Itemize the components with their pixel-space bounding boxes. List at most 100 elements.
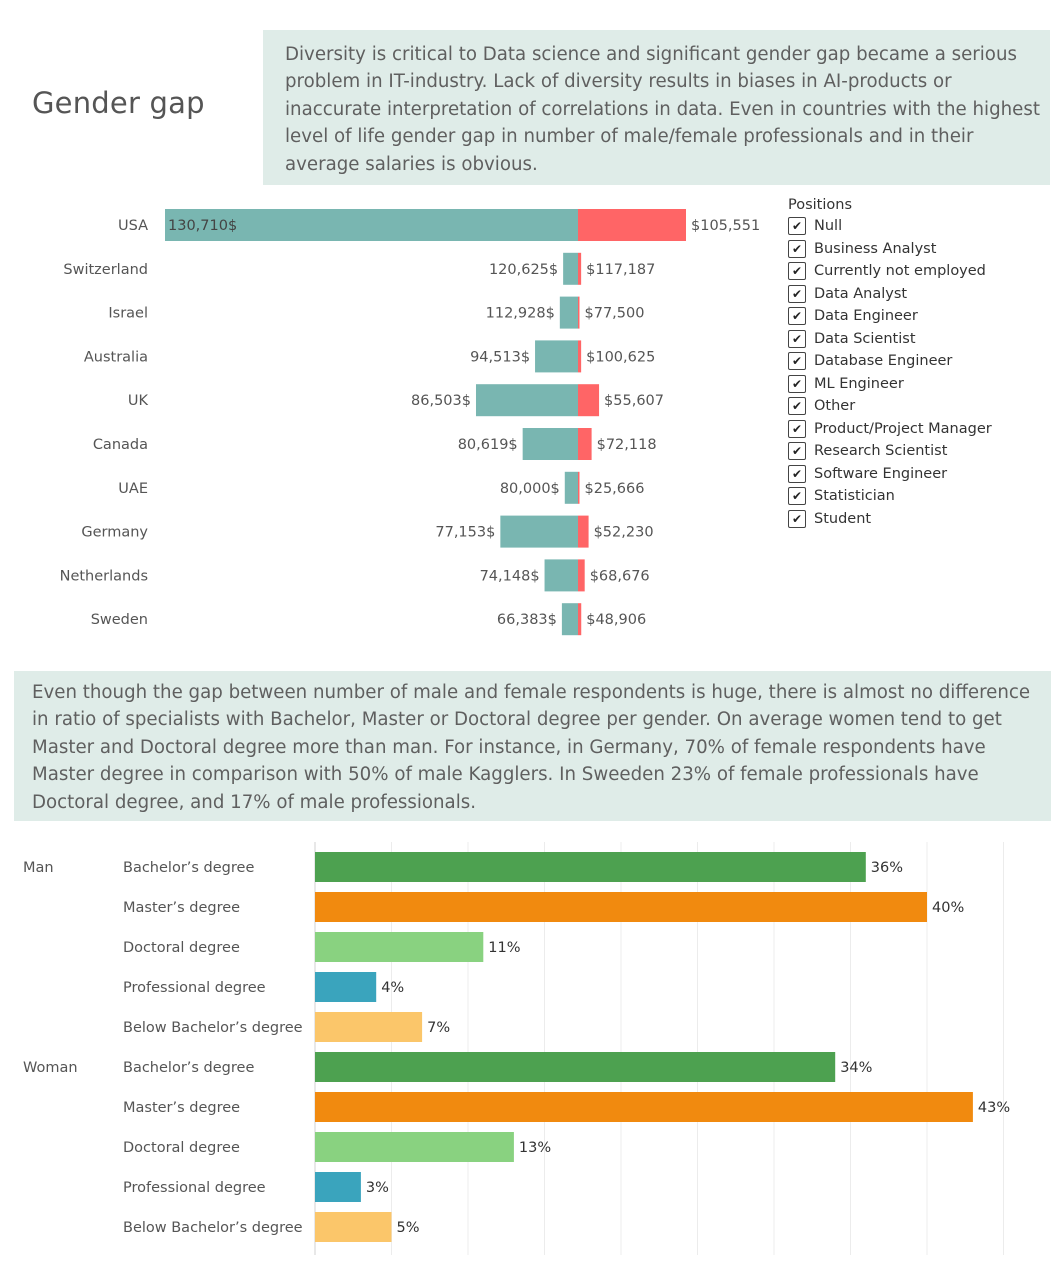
country-label: Netherlands [60,568,148,584]
male-salary-bar [544,559,578,592]
positions-legend: Positions ✔ Null ✔ Business Analyst ✔ Current… [788,195,992,530]
female-salary-bar [578,471,580,504]
checkbox-checked-icon[interactable]: ✔ [788,487,806,506]
country-label: Israel [108,306,148,322]
legend-item-label: Data Analyst [814,285,908,302]
male-salary-bar [522,428,578,460]
legend-item-label: Null [814,218,843,235]
female-salary-bar [578,252,582,285]
page-title: Gender gap [32,86,205,120]
education-annotation: Even though the gap between number of ma… [14,671,1051,821]
checkbox-checked-icon[interactable]: ✔ [788,509,806,528]
legend-item[interactable]: ✔ Software Engineer [788,463,992,486]
male-salary-label: 130,710$ [168,218,237,234]
female-salary-label: $100,625 [586,349,655,365]
male-salary-label: 112,928$ [486,306,555,322]
male-salary-label: 74,148$ [480,568,540,584]
checkbox-checked-icon[interactable]: ✔ [788,419,806,438]
degree-bar [315,1212,392,1242]
female-salary-bar [578,515,589,548]
country-label: Canada [93,437,148,453]
male-salary-label: 77,153$ [435,525,495,541]
checkbox-checked-icon[interactable]: ✔ [788,352,806,371]
degree-value-label: 36% [871,860,903,876]
legend-item[interactable]: ✔ Student [788,508,992,531]
male-salary-label: 94,513$ [470,349,530,365]
checkbox-checked-icon[interactable]: ✔ [788,442,806,461]
legend-item-label: Data Engineer [814,308,918,325]
legend-item[interactable]: ✔ Null [788,215,992,238]
checkbox-checked-icon[interactable]: ✔ [788,217,806,236]
gender-group-label: Man [23,860,54,876]
female-salary-bar [578,559,585,592]
female-salary-label: $105,551 [691,218,760,234]
legend-item[interactable]: ✔ Statistician [788,485,992,508]
legend-item-label: Business Analyst [814,240,937,257]
female-salary-bar [578,340,582,373]
intro-annotation: Diversity is critical to Data science an… [263,30,1050,185]
checkbox-checked-icon[interactable]: ✔ [788,397,806,416]
legend-list: ✔ Null ✔ Business Analyst ✔ Currently not emp… [788,215,992,530]
male-salary-bar [563,252,578,285]
legend-item[interactable]: ✔ Research Scientist [788,440,992,463]
legend-item-label: Other [814,398,856,415]
legend-title: Positions [788,197,853,213]
male-salary-label: 86,503$ [411,393,471,409]
degree-bar [315,1132,514,1162]
degree-bar [315,1092,973,1122]
gender-group-label: Woman [23,1060,78,1076]
male-salary-bar [559,296,578,329]
checkbox-checked-icon[interactable]: ✔ [788,262,806,281]
legend-item-label: ML Engineer [814,375,904,392]
country-label: Switzerland [63,262,148,278]
female-salary-label: $72,118 [597,437,657,453]
legend-item-label: Research Scientist [814,443,948,460]
female-salary-bar [578,428,592,460]
degree-bar [315,1172,361,1202]
female-salary-label: $25,666 [585,481,645,497]
country-label: UK [128,393,149,409]
checkbox-checked-icon[interactable]: ✔ [788,284,806,303]
female-salary-label: $117,187 [586,262,655,278]
legend-item[interactable]: ✔ Data Scientist [788,328,992,351]
degree-bar [315,972,377,1002]
degree-bar [315,1052,836,1082]
degree-value-label: 40% [932,900,964,916]
country-label: Germany [81,525,148,541]
male-salary-bar [475,384,578,417]
degree-value-label: 7% [427,1020,450,1036]
checkbox-checked-icon[interactable]: ✔ [788,374,806,393]
checkbox-checked-icon[interactable]: ✔ [788,329,806,348]
degree-bar [315,1012,423,1042]
degree-value-label: 11% [488,940,520,956]
degree-label: Below Bachelor’s degree [123,1220,303,1236]
checkbox-checked-icon[interactable]: ✔ [788,307,806,326]
degree-bar [315,892,927,922]
legend-item[interactable]: ✔ Database Engineer [788,350,992,373]
degree-label: Master’s degree [123,1100,240,1116]
legend-item[interactable]: ✔ Other [788,395,992,418]
male-salary-label: 120,625$ [489,262,558,278]
country-label: Australia [84,349,148,365]
degree-label: Bachelor’s degree [123,1060,254,1076]
female-salary-label: $68,676 [590,568,650,584]
legend-item-label: Data Scientist [814,330,916,347]
degree-label: Doctoral degree [123,1140,240,1156]
legend-item[interactable]: ✔ Data Analyst [788,283,992,306]
degree-bar [315,852,866,882]
legend-item-label: Statistician [814,488,895,505]
degree-label: Bachelor’s degree [123,860,254,876]
legend-item[interactable]: ✔ Business Analyst [788,238,992,261]
degree-label: Professional degree [123,1180,266,1196]
legend-item[interactable]: ✔ Product/Project Manager [788,418,992,441]
legend-item[interactable]: ✔ Currently not employed [788,260,992,283]
legend-item[interactable]: ✔ ML Engineer [788,373,992,396]
degree-label: Doctoral degree [123,940,240,956]
checkbox-checked-icon[interactable]: ✔ [788,464,806,483]
degree-value-label: 43% [978,1100,1010,1116]
male-salary-label: 80,619$ [458,437,518,453]
legend-item[interactable]: ✔ Data Engineer [788,305,992,328]
legend-item-label: Database Engineer [814,353,953,370]
degree-label: Master’s degree [123,900,240,916]
checkbox-checked-icon[interactable]: ✔ [788,239,806,258]
